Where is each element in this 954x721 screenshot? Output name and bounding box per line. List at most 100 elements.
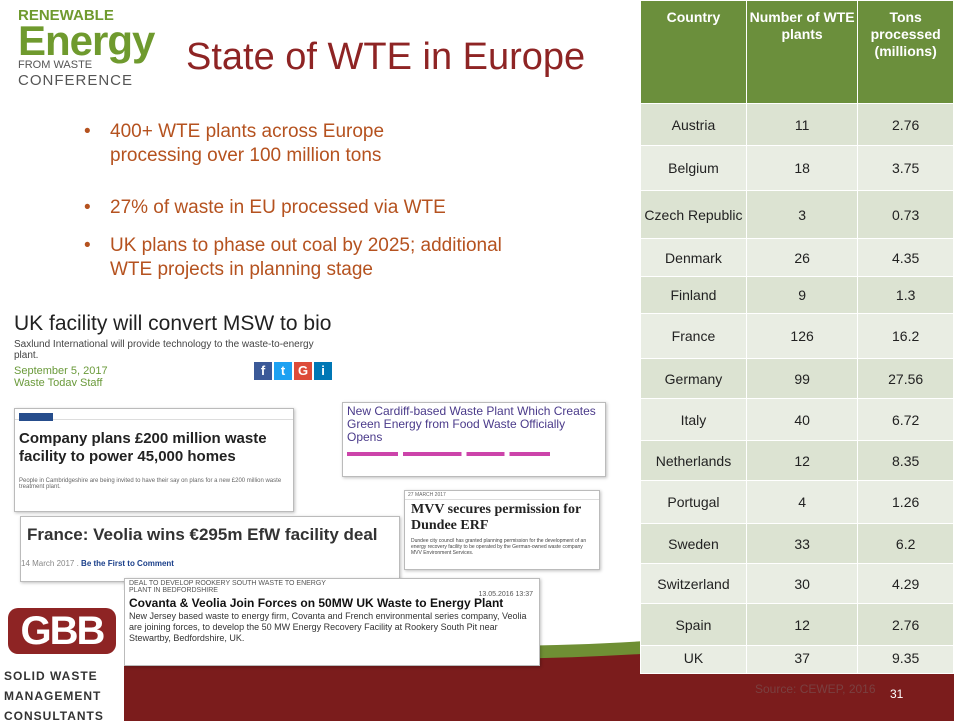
table-row: Austria 11 2.76 — [640, 103, 954, 146]
page-number: 31 — [890, 687, 904, 701]
table-cell: 0.73 — [857, 190, 954, 239]
table-cell: France — [640, 313, 747, 359]
news-clipping: Company plans £200 million waste facilit… — [14, 408, 294, 512]
date: 27 MARCH 2017 — [405, 491, 599, 500]
author: Waste Today Staff — [14, 377, 103, 386]
table-cell: 2.76 — [857, 603, 954, 646]
logo-line: SOLID WASTE — [4, 669, 98, 683]
table-cell: Spain — [640, 603, 747, 646]
logo-mark: GBB — [8, 608, 116, 654]
table-row: Netherlands 12 8.35 — [640, 440, 954, 481]
table-cell: 40 — [745, 398, 859, 441]
author: Be the First to Comment — [81, 559, 174, 568]
table-cell: Austria — [640, 103, 747, 146]
table-row: Portugal 4 1.26 — [640, 480, 954, 524]
news-clipping: France: Veolia wins €295m EfW facility d… — [20, 516, 400, 582]
table-cell: 1.26 — [857, 480, 954, 524]
headline: Company plans £200 million waste facilit… — [19, 430, 267, 465]
table-cell: 99 — [745, 358, 859, 399]
table-cell: 18 — [745, 145, 859, 191]
date: 14 March 2017 — [21, 559, 75, 568]
table-row: France 126 16.2 — [640, 313, 954, 359]
news-clipping: 27 MARCH 2017 MVV secures permission for… — [404, 490, 600, 570]
slide-title: State of WTE in Europe — [186, 36, 586, 78]
table-cell: 26 — [745, 238, 859, 277]
wte-table: Country Number of WTE plants Tons processe… — [640, 0, 954, 674]
source-note: Source: CEWEP, 2016 — [755, 682, 876, 696]
bullet: UK plans to phase out coal by 2025; addi… — [84, 234, 530, 282]
table-cell: 4.35 — [857, 238, 954, 277]
table-row: Sweden 33 6.2 — [640, 523, 954, 564]
column-header: Country — [640, 0, 747, 104]
table-cell: 3 — [745, 190, 859, 239]
date: 13.05.2016 13:37 — [478, 591, 534, 598]
table-row: Spain 12 2.76 — [640, 603, 954, 646]
table-cell: 6.2 — [857, 523, 954, 564]
logo-line: FROM WASTE — [18, 59, 93, 71]
table-cell: 33 — [745, 523, 859, 564]
summary: People in Cambridgeshire are being invit… — [19, 478, 282, 490]
headline: France: Veolia wins €295m EfW facility d… — [27, 525, 378, 544]
table-cell: Sweden — [640, 523, 747, 564]
table-cell: 27.56 — [857, 358, 954, 399]
headline: MVV secures permission for Dundee ERF — [411, 502, 581, 533]
table-cell: Germany — [640, 358, 747, 399]
logo-line: CONSULTANTS — [4, 709, 104, 721]
table-cell: 37 — [745, 645, 859, 674]
table-cell: 3.75 — [857, 145, 954, 191]
table-cell: Italy — [640, 398, 747, 441]
table-cell: Switzerland — [640, 563, 747, 604]
column-header: Tons processed (millions) — [857, 0, 954, 104]
table-row: UK 37 9.35 — [640, 645, 954, 674]
footer-logo: GBB SOLID WASTE MANAGEMENT CONSULTANTS — [0, 590, 124, 721]
logo-line: CONFERENCE — [18, 72, 134, 89]
summary: New Jersey based waste to energy firm, C… — [129, 611, 527, 643]
table-cell: 16.2 — [857, 313, 954, 359]
table-row: Italy 40 6.72 — [640, 398, 954, 441]
table-cell: Portugal — [640, 480, 747, 524]
table-cell: 9.35 — [857, 645, 954, 674]
news-clipping: New Cardiff-based Waste Plant Which Crea… — [342, 402, 606, 477]
table-cell: 6.72 — [857, 398, 954, 441]
summary: Saxlund International will provide techn… — [14, 339, 314, 361]
headline: New Cardiff-based Waste Plant Which Crea… — [347, 404, 596, 444]
news-clipping: DEAL TO DEVELOP ROOKERY SOUTH WASTE TO E… — [124, 578, 540, 666]
table-cell: 4 — [745, 480, 859, 524]
table-cell: Belgium — [640, 145, 747, 191]
table-cell: 12 — [745, 603, 859, 646]
table-row: Germany 99 27.56 — [640, 358, 954, 399]
table-cell: 126 — [745, 313, 859, 359]
summary: Dundee city council has granted planning… — [411, 538, 587, 556]
headline: UK facility will convert MSW to biogas — [14, 312, 332, 335]
table-row: Finland 9 1.3 — [640, 276, 954, 314]
logo-line: MANAGEMENT — [4, 689, 102, 703]
kicker: DEAL TO DEVELOP ROOKERY SOUTH WASTE TO E… — [129, 580, 326, 594]
table-cell: 11 — [745, 103, 859, 146]
table-row: Switzerland 30 4.29 — [640, 563, 954, 604]
table-cell: Czech Republic — [640, 190, 747, 239]
table-cell: 2.76 — [857, 103, 954, 146]
conference-logo: RENEWABLE Energy FROM WASTE CONFERENCE — [18, 8, 168, 90]
table-cell: UK — [640, 645, 747, 674]
logo-line: RENEWABLE — [18, 7, 114, 24]
table-cell: Netherlands — [640, 440, 747, 481]
table-row: Czech Republic 3 0.73 — [640, 190, 954, 239]
logo-line: Energy — [18, 17, 155, 64]
table-cell: Denmark — [640, 238, 747, 277]
logo-lines: SOLID WASTE MANAGEMENT CONSULTANTS — [4, 666, 124, 721]
date: September 5, 2017 — [14, 365, 108, 377]
table-cell: 12 — [745, 440, 859, 481]
headline: Covanta & Veolia Join Forces on 50MW UK … — [129, 596, 504, 610]
table-cell: 4.29 — [857, 563, 954, 604]
table-cell: 8.35 — [857, 440, 954, 481]
table-row: Belgium 18 3.75 — [640, 145, 954, 191]
news-clipping: UK facility will convert MSW to biogas S… — [14, 312, 332, 386]
table-cell: 9 — [745, 276, 859, 314]
table-cell: 30 — [745, 563, 859, 604]
bullet: 400+ WTE plants across Europe processing… — [84, 120, 440, 168]
bullet: 27% of waste in EU processed via WTE — [84, 196, 630, 220]
table-cell: 1.3 — [857, 276, 954, 314]
column-header: Number of WTE plants — [745, 0, 859, 104]
